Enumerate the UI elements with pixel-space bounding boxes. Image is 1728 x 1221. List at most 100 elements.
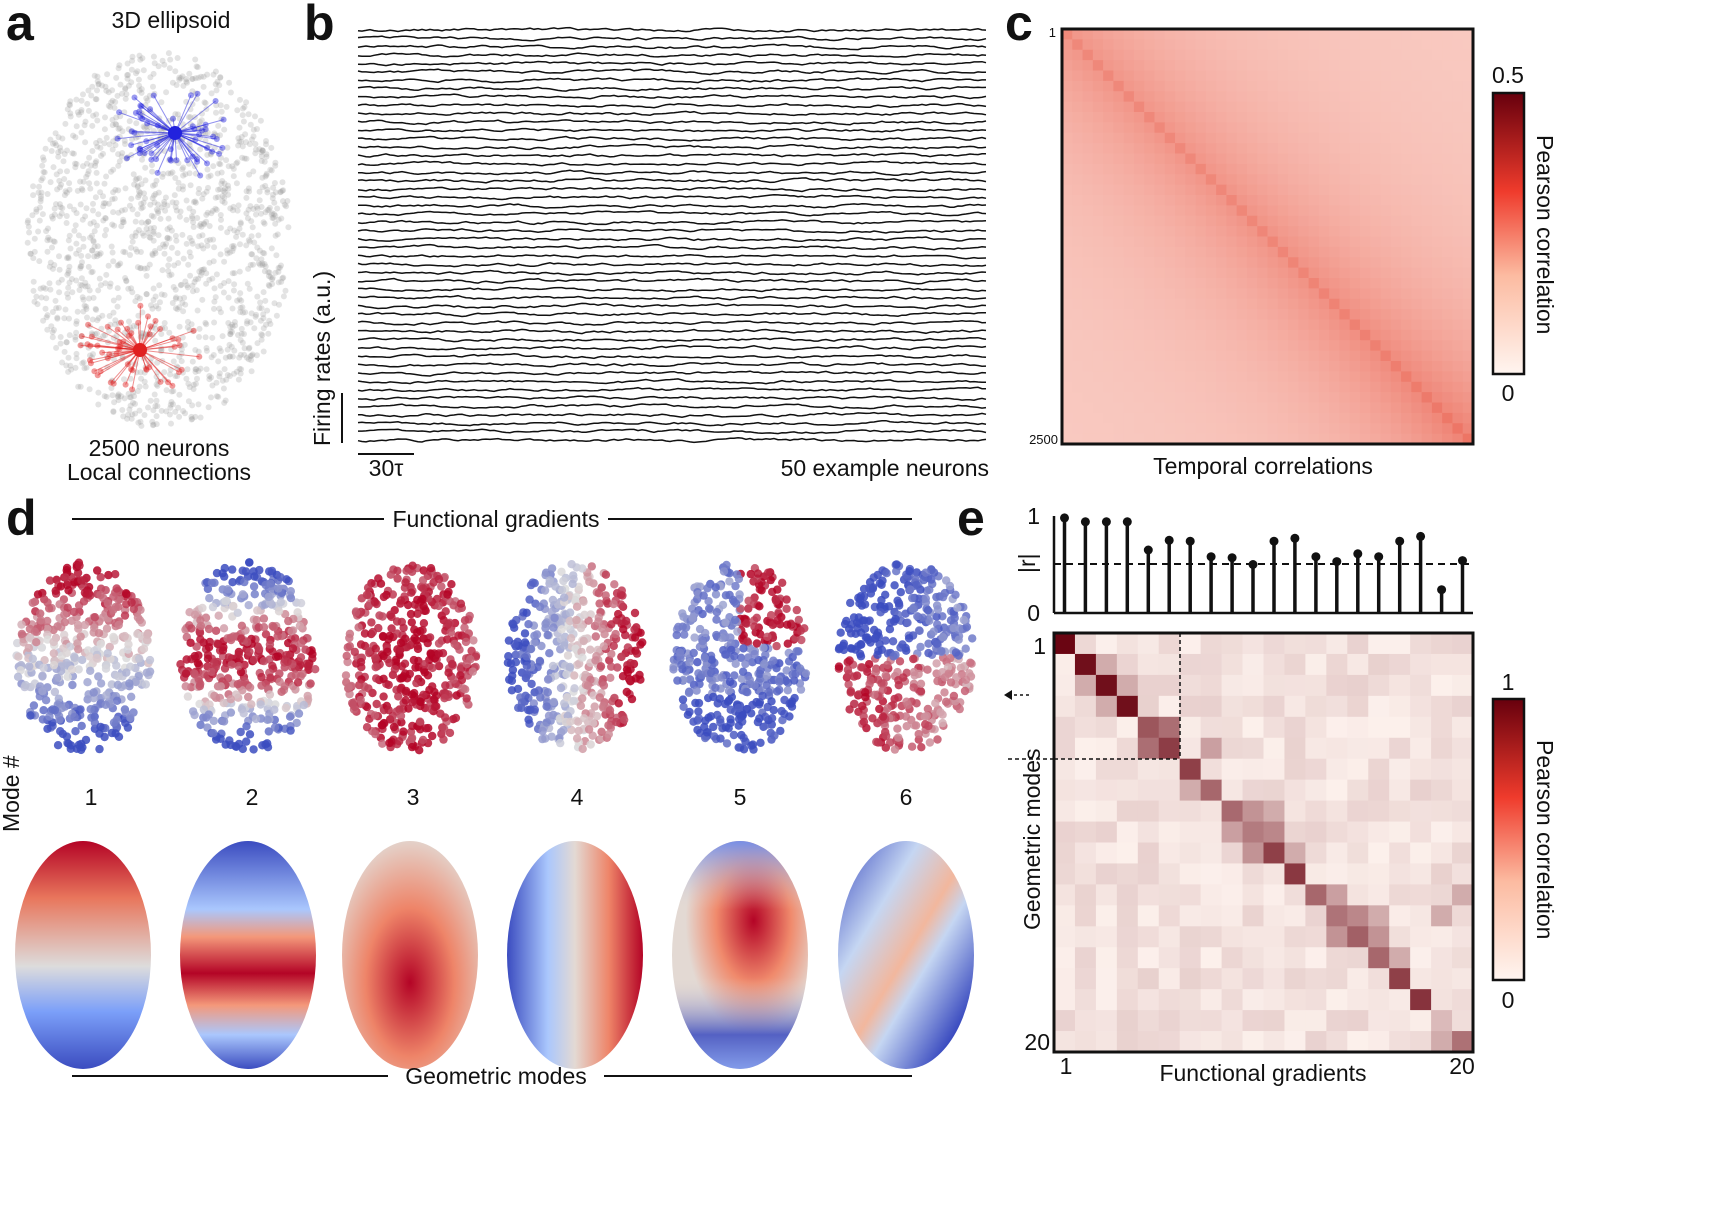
cell-18-9: [1221, 989, 1243, 1011]
cell-10-2: [1074, 821, 1097, 843]
cell-14-3: [1095, 905, 1118, 927]
cell-13-4: [1116, 884, 1139, 906]
cell-7-8: [1200, 758, 1222, 781]
cell-16-9: [1221, 947, 1243, 969]
trace-44: [357, 386, 986, 393]
cell-15-15: [1347, 926, 1369, 948]
cell-11-6: [1158, 842, 1181, 864]
cell-17-12: [1284, 968, 1306, 990]
cell-6-12: [1284, 737, 1306, 760]
panel-label-c: c: [1005, 0, 1033, 51]
cell-6-17: [1389, 737, 1411, 760]
cell-11-9: [1221, 842, 1243, 864]
mode-2-label: 2: [246, 784, 259, 810]
cell-20-19: [1431, 1031, 1453, 1053]
stem-marker-12: [1290, 533, 1300, 543]
cell-13-7: [1179, 884, 1202, 906]
cell-17-1: [1054, 968, 1076, 990]
cell-12-8: [1200, 863, 1222, 885]
cell-20-5: [1137, 1031, 1160, 1053]
cell-5-20: [1452, 716, 1474, 739]
cell-9-13: [1305, 800, 1327, 822]
geometric-mode-6: [838, 841, 974, 1069]
neuron-cloud: [24, 50, 292, 429]
colorbar-e-min: 0: [1502, 987, 1515, 1013]
cell-10-7: [1179, 821, 1202, 843]
cell-8-2: [1074, 779, 1097, 801]
trace-26: [357, 236, 987, 243]
geometric-mode-3: [342, 841, 478, 1069]
cell-19-15: [1347, 1010, 1369, 1032]
cell-18-18: [1410, 989, 1432, 1011]
cell-7-9: [1221, 758, 1243, 781]
cell-19-3: [1095, 1010, 1118, 1032]
cell-1-3: [1095, 633, 1118, 655]
cell-8-17: [1389, 779, 1411, 801]
trace-15: [357, 143, 987, 151]
cell-12-1: [1054, 863, 1076, 885]
cell-8-20: [1452, 779, 1474, 801]
cell-11-14: [1326, 842, 1348, 864]
panel-label-d: d: [6, 490, 37, 546]
cell-15-4: [1116, 926, 1139, 948]
cell-11-2: [1074, 842, 1097, 864]
trace-37: [358, 328, 987, 335]
cell-15-3: [1095, 926, 1118, 948]
cell-5-13: [1305, 716, 1327, 739]
cell-16-4: [1116, 947, 1139, 969]
cell-20-9: [1221, 1031, 1243, 1053]
cell-16-8: [1200, 947, 1222, 969]
cell-12-9: [1221, 863, 1243, 885]
cell-19-5: [1137, 1010, 1160, 1032]
cell-10-18: [1410, 821, 1432, 843]
cell-13-9: [1221, 884, 1243, 906]
cell-9-9: [1221, 800, 1243, 822]
cell-19-18: [1410, 1010, 1432, 1032]
cell-7-16: [1368, 758, 1390, 781]
cell-9-16: [1368, 800, 1390, 822]
cell-16-12: [1284, 947, 1306, 969]
cell-3-12: [1284, 674, 1306, 697]
e-x-tick-last: 20: [1449, 1053, 1475, 1079]
stem-tick-top: 1: [1027, 503, 1040, 529]
colorbar-c: [1491, 91, 1526, 376]
cell-3-11: [1263, 674, 1285, 697]
cell-14-12: [1284, 905, 1306, 927]
cell-10-14: [1326, 821, 1348, 843]
cell-18-8: [1200, 989, 1222, 1011]
cell-5-5: [1137, 716, 1160, 739]
cell-19-7: [1179, 1010, 1202, 1032]
trace-33: [357, 294, 987, 301]
cell-12-18: [1410, 863, 1432, 885]
cell-10-3: [1095, 821, 1118, 843]
trace-39: [357, 344, 987, 351]
neuron-node-red: [133, 343, 147, 357]
trace-1: [357, 26, 987, 33]
cell-19-13: [1305, 1010, 1327, 1032]
trace-36: [357, 319, 987, 326]
cell-10-12: [1284, 821, 1306, 843]
cell-20-20: [1452, 1031, 1474, 1053]
trace-14: [357, 135, 987, 142]
cell-10-11: [1263, 821, 1285, 843]
cell-20-17: [1389, 1031, 1411, 1053]
cell-10-20: [1452, 821, 1474, 843]
cell-8-4: [1116, 779, 1139, 801]
cell-5-10: [1242, 716, 1264, 739]
cell-1-8: [1200, 633, 1222, 655]
cell-13-14: [1326, 884, 1348, 906]
cell-2-7: [1179, 653, 1202, 676]
cell-20-16: [1368, 1031, 1390, 1053]
cell-15-13: [1305, 926, 1327, 948]
cell-11-16: [1368, 842, 1390, 864]
cell-2-19: [1431, 653, 1453, 676]
cell-15-7: [1179, 926, 1202, 948]
stem-marker-8: [1206, 552, 1216, 562]
cell-2-1: [1054, 653, 1076, 676]
cell-6-2: [1074, 737, 1097, 760]
cell-17-4: [1116, 968, 1139, 990]
cell-20-6: [1158, 1031, 1181, 1053]
stem-marker-7: [1185, 536, 1195, 546]
trace-10: [357, 102, 987, 109]
cell-9-7: [1179, 800, 1202, 822]
